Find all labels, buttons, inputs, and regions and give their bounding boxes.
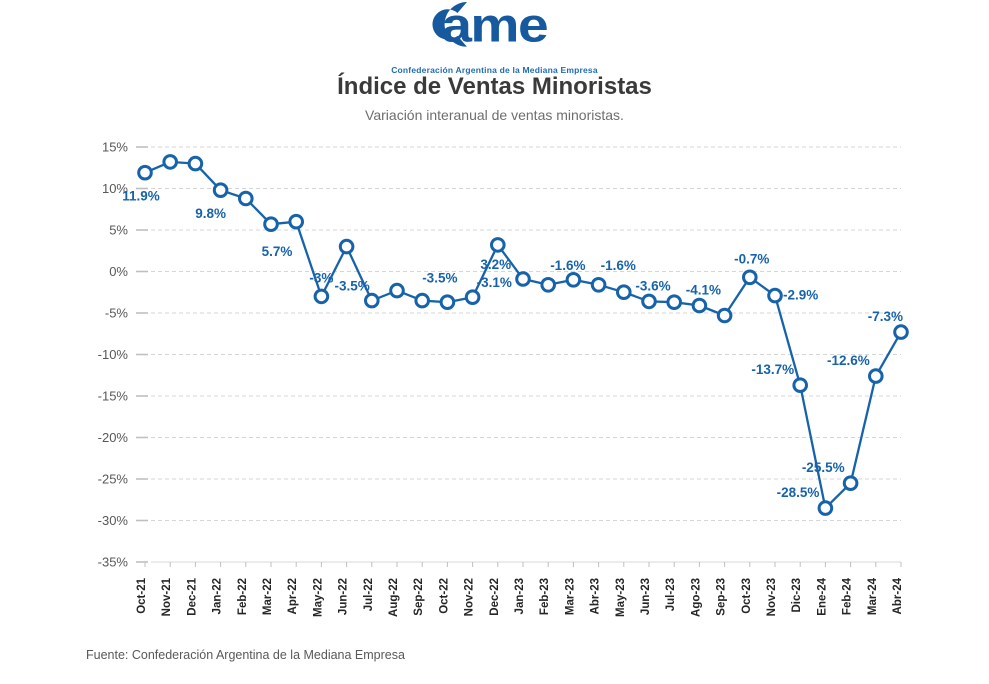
svg-text:-10%: -10% — [98, 347, 129, 362]
svg-text:Dic-23: Dic-23 — [791, 578, 803, 613]
svg-text:-35%: -35% — [98, 555, 129, 570]
svg-text:Nov-23: Nov-23 — [766, 578, 778, 616]
svg-text:Jun-22: Jun-22 — [338, 578, 350, 615]
svg-text:9.8%: 9.8% — [195, 206, 226, 221]
svg-text:-15%: -15% — [98, 389, 129, 404]
svg-text:Dec-21: Dec-21 — [186, 577, 198, 615]
svg-text:Nov-22: Nov-22 — [464, 578, 476, 616]
svg-text:Abr-23: Abr-23 — [590, 578, 602, 614]
svg-text:-0.7%: -0.7% — [734, 251, 769, 266]
svg-text:5.7%: 5.7% — [262, 244, 293, 259]
svg-text:May-22: May-22 — [312, 578, 324, 617]
svg-text:-4.1%: -4.1% — [686, 283, 721, 298]
svg-text:Feb-23: Feb-23 — [539, 578, 551, 615]
svg-text:May-23: May-23 — [615, 578, 627, 617]
svg-text:-3.6%: -3.6% — [635, 278, 670, 293]
svg-text:-1.6%: -1.6% — [550, 258, 585, 273]
svg-text:Sep-22: Sep-22 — [413, 578, 425, 616]
svg-text:Mar-24: Mar-24 — [867, 577, 879, 615]
svg-text:Aug-22: Aug-22 — [388, 578, 400, 617]
svg-text:Jul-23: Jul-23 — [665, 578, 677, 611]
svg-text:Ago-23: Ago-23 — [690, 578, 702, 617]
svg-text:3.2%: 3.2% — [480, 257, 511, 272]
svg-text:Oct-23: Oct-23 — [741, 578, 753, 614]
svg-text:Abr-24: Abr-24 — [892, 577, 904, 614]
svg-text:Mar-22: Mar-22 — [262, 578, 274, 615]
svg-text:Jul-22: Jul-22 — [363, 578, 375, 611]
svg-text:-2.9%: -2.9% — [783, 288, 818, 303]
svg-text:-30%: -30% — [98, 513, 129, 528]
svg-text:-3%: -3% — [309, 270, 333, 285]
svg-text:Mar-23: Mar-23 — [564, 578, 576, 615]
svg-text:Ene-24: Ene-24 — [816, 577, 828, 615]
svg-text:-28.5%: -28.5% — [777, 485, 820, 500]
svg-text:Dec-22: Dec-22 — [489, 578, 501, 616]
svg-text:-7.3%: -7.3% — [868, 309, 903, 324]
svg-text:-5%: -5% — [105, 306, 129, 321]
svg-text:Feb-22: Feb-22 — [237, 578, 249, 615]
svg-text:-12.6%: -12.6% — [827, 353, 870, 368]
svg-text:Jun-23: Jun-23 — [640, 578, 652, 615]
svg-text:-25%: -25% — [98, 472, 129, 487]
svg-text:Apr-22: Apr-22 — [287, 578, 299, 614]
svg-text:Oct-21: Oct-21 — [136, 577, 148, 613]
svg-text:Nov-21: Nov-21 — [161, 577, 173, 616]
svg-text:-25.5%: -25.5% — [802, 460, 845, 475]
svg-text:Feb-24: Feb-24 — [842, 577, 854, 615]
svg-text:Jan-23: Jan-23 — [514, 578, 526, 614]
svg-text:-3.5%: -3.5% — [335, 279, 370, 294]
svg-text:5%: 5% — [109, 223, 128, 238]
svg-text:11.9%: 11.9% — [122, 189, 160, 204]
svg-text:-20%: -20% — [98, 430, 129, 445]
svg-text:-3.1%: -3.1% — [477, 275, 512, 290]
svg-text:-13.7%: -13.7% — [751, 362, 794, 377]
svg-text:-3.5%: -3.5% — [422, 271, 457, 286]
svg-text:-1.6%: -1.6% — [601, 258, 636, 273]
svg-text:Jan-22: Jan-22 — [212, 578, 224, 614]
svg-text:Sep-23: Sep-23 — [716, 578, 728, 616]
svg-text:Oct-22: Oct-22 — [438, 578, 450, 614]
svg-text:15%: 15% — [102, 140, 128, 155]
svg-text:0%: 0% — [109, 264, 128, 279]
